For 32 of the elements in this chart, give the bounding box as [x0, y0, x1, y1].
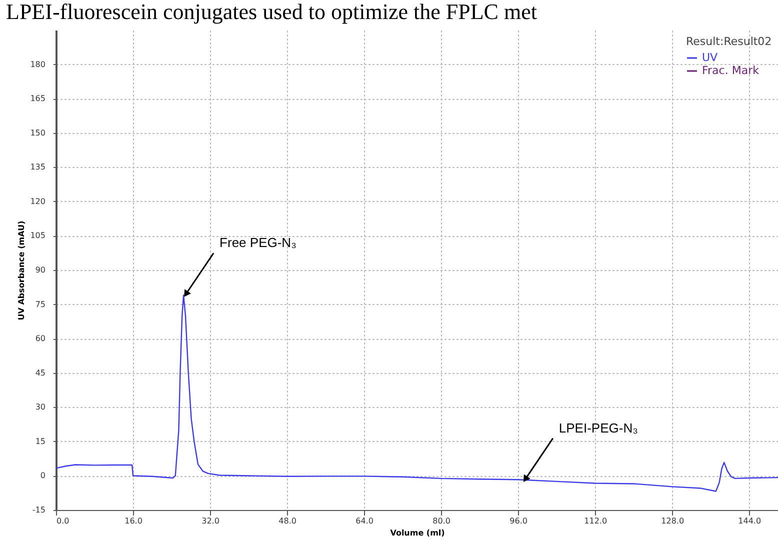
- y-tick-label: 120: [30, 196, 46, 206]
- y-tick-label: 105: [30, 231, 46, 240]
- y-tick-label: 135: [30, 162, 46, 172]
- annotation: Free PEG-N₃: [220, 235, 296, 250]
- y-tick-label: 90: [35, 266, 46, 274]
- y-tick-label: 180: [30, 60, 46, 69]
- x-tick-label: 112.0: [584, 516, 608, 526]
- x-tick-label: 80.0: [432, 516, 450, 526]
- y-tick-label: 45: [35, 368, 46, 378]
- x-tick-label: 0.0: [56, 516, 70, 526]
- x-tick-label: 128.0: [661, 516, 684, 526]
- annotation: LPEI-PEG-N₃: [558, 420, 638, 436]
- y-tick-label: 165: [30, 94, 46, 104]
- y-tick-label: 75: [35, 300, 46, 309]
- legend-label: UV: [702, 51, 718, 64]
- x-tick-label: 32.0: [202, 516, 220, 526]
- legend-title: Result:Result02: [686, 35, 772, 48]
- x-tick-label: 16.0: [124, 516, 142, 526]
- y-tick-label: 30: [35, 402, 46, 412]
- y-tick-label: 15: [35, 436, 46, 446]
- y-tick-label: 150: [30, 128, 46, 138]
- x-tick-label: 64.0: [356, 516, 374, 526]
- x-axis-title: Volume (ml): [390, 528, 445, 538]
- legend-label: Frac. Mark: [702, 64, 760, 77]
- chart-title: LPEI-fluorescein conjugates used to optimize the FPLC met: [6, 0, 537, 24]
- y-tick-label: -15: [32, 506, 46, 514]
- x-tick-label: 144.0: [738, 516, 762, 526]
- x-tick-label: 96.0: [510, 516, 528, 526]
- y-axis-title: UV Absorbance (mAU): [17, 220, 26, 320]
- y-tick-label: 0: [40, 471, 46, 480]
- y-tick-label: 60: [35, 334, 46, 344]
- x-tick-label: 48.0: [278, 516, 296, 526]
